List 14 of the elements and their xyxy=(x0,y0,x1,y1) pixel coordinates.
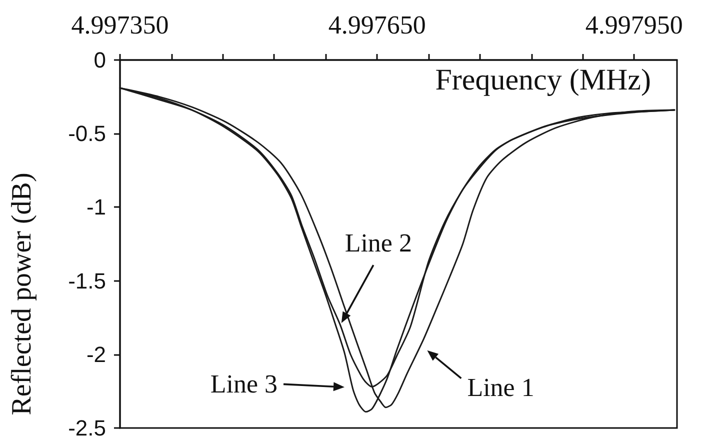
x-tick-label: 4.997350 xyxy=(71,10,169,40)
y-tick-label: 0 xyxy=(94,48,106,72)
series-label: Line 2 xyxy=(344,228,412,258)
y-tick-label: -2 xyxy=(86,342,106,367)
text: Line 1 xyxy=(467,372,534,402)
y-tick-label: -2.5 xyxy=(68,416,106,440)
y-tick-label: -1.5 xyxy=(68,268,106,294)
x-tick-label: 4.997650 xyxy=(328,10,426,40)
x-tick-label: 4.997950 xyxy=(585,10,683,40)
y-axis-title: Reflected power (dB) xyxy=(6,172,38,416)
x-axis-title: Frequency (MHz) xyxy=(435,64,651,96)
y-tick-label: -0.5 xyxy=(68,121,106,146)
y-tick-label: -1 xyxy=(86,194,106,220)
legend-label: Line 3 xyxy=(210,370,278,399)
